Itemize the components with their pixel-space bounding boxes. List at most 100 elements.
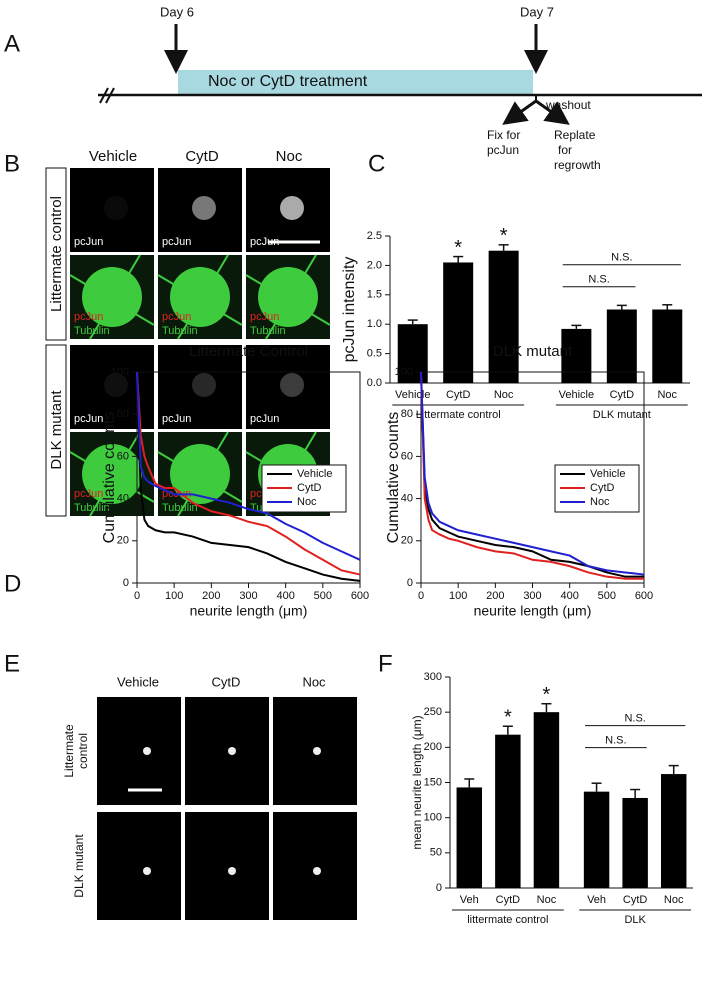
panel-label: B xyxy=(4,150,20,177)
y-tick-label: 50 xyxy=(430,847,442,859)
ns-label: N.S. xyxy=(611,252,632,264)
row-label: control xyxy=(76,733,90,769)
nucleus xyxy=(104,373,128,397)
x-tick-label: Noc xyxy=(664,894,684,906)
row-label: DLK mutant xyxy=(48,390,65,470)
x-tick-label: 0 xyxy=(418,590,424,602)
y-tick-label: 1.0 xyxy=(367,318,382,330)
stain-label: Tubulin xyxy=(162,325,198,337)
nucleus xyxy=(280,373,304,397)
row-label: Littermate control xyxy=(48,196,65,312)
group-label: littermate control xyxy=(467,914,548,926)
neurites xyxy=(69,431,155,517)
stain-label: pcJun xyxy=(162,413,191,425)
stain-label: pcJun xyxy=(74,413,103,425)
soma xyxy=(313,867,321,875)
neurites xyxy=(157,254,243,340)
soma xyxy=(228,747,236,755)
cell xyxy=(82,267,142,327)
stain-label: pcJun xyxy=(250,236,279,248)
soma xyxy=(143,867,151,875)
x-tick-label: Veh xyxy=(460,894,479,906)
y-tick-label: 100 xyxy=(424,812,442,824)
bar xyxy=(583,791,610,888)
bar xyxy=(606,309,637,383)
day-label: Day 7 xyxy=(520,4,554,19)
x-tick-label: CytD xyxy=(610,389,635,401)
bar xyxy=(652,309,683,383)
neurites xyxy=(245,254,331,340)
legend-label: Noc xyxy=(590,496,610,508)
x-tick-label: 500 xyxy=(314,590,332,602)
fix-label: Fix for xyxy=(487,128,520,142)
ns-label: N.S. xyxy=(605,735,626,747)
stain-label: pcJun xyxy=(74,488,103,500)
x-tick-label: 500 xyxy=(598,590,616,602)
stain-label: Tubulin xyxy=(74,502,110,514)
y-tick-label: 0 xyxy=(407,577,413,589)
stain-label: pcJun xyxy=(162,236,191,248)
y-tick-label: 0 xyxy=(123,577,129,589)
soma xyxy=(228,867,236,875)
bar xyxy=(397,324,428,383)
y-tick-label: 60 xyxy=(117,450,129,462)
y-tick-label: 80 xyxy=(401,408,413,420)
micrograph xyxy=(273,812,357,920)
washout-label: washout xyxy=(545,98,591,112)
line xyxy=(420,371,644,580)
day-label: Day 6 xyxy=(160,4,194,19)
nucleus xyxy=(192,373,216,397)
x-tick-label: 600 xyxy=(351,590,369,602)
legend-label: CytD xyxy=(297,482,322,494)
y-tick-label: 200 xyxy=(424,741,442,753)
panel-labels: A B C D E F xyxy=(4,30,393,677)
row-label: Littermate xyxy=(62,724,76,778)
bar xyxy=(561,328,592,383)
y-tick-label: 0.5 xyxy=(367,348,382,360)
y-tick-label: 40 xyxy=(117,493,129,505)
timeline: Day 6 Day 7 Noc or CytD treatment washou… xyxy=(98,4,702,172)
x-tick-label: 100 xyxy=(165,590,183,602)
group-label: DLK xyxy=(624,914,646,926)
y-tick-label: 40 xyxy=(401,493,413,505)
stain-label: pcJun xyxy=(250,413,279,425)
y-tick-label: 0 xyxy=(436,882,442,894)
y-tick-label: 150 xyxy=(424,776,442,788)
line xyxy=(420,371,645,576)
y-tick-label: 250 xyxy=(424,706,442,718)
y-tick-label: 300 xyxy=(424,671,442,683)
cell xyxy=(82,444,142,504)
line xyxy=(136,371,361,561)
column-header: Vehicle xyxy=(117,674,159,689)
arrow xyxy=(502,99,537,125)
y-tick-label: 100 xyxy=(395,366,413,378)
replate-label: regrowth xyxy=(554,158,601,172)
column-header: CytD xyxy=(185,148,219,165)
stain-label: pcJun xyxy=(162,311,191,323)
x-tick-label: 100 xyxy=(449,590,467,602)
line xyxy=(136,371,361,582)
ns-label: N.S. xyxy=(588,274,609,286)
chart-title: DLK mutant xyxy=(493,343,573,360)
x-axis-label: neurite length (μm) xyxy=(474,603,592,619)
treatment-bar xyxy=(178,70,533,94)
chart-title: Littermate Control xyxy=(189,343,308,360)
stain-label: Tubulin xyxy=(162,502,198,514)
bar xyxy=(660,774,687,888)
micrograph xyxy=(185,697,269,805)
row-label: DLK mutant xyxy=(72,834,86,898)
x-tick-label: CytD xyxy=(496,894,521,906)
replate-label: for xyxy=(558,143,572,157)
break xyxy=(105,87,115,104)
y-axis-label: mean neurite length (μm) xyxy=(410,715,424,849)
x-tick-label: 600 xyxy=(635,590,653,602)
nucleus xyxy=(192,196,216,220)
micrograph xyxy=(97,812,181,920)
panel-e: Vehicle CytD Noc Littermate control DLK … xyxy=(62,674,357,920)
y-tick-label: 2.0 xyxy=(367,259,382,271)
nucleus xyxy=(104,196,128,220)
y-axis-label: Cumulative counts xyxy=(385,412,402,544)
stain-label: Tubulin xyxy=(74,325,110,337)
nucleus xyxy=(280,196,304,220)
